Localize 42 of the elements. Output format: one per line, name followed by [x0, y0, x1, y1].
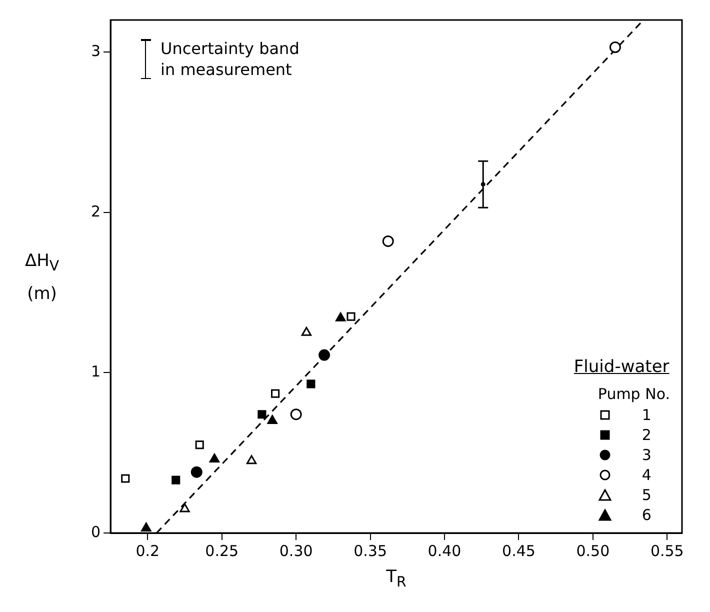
point — [246, 455, 257, 464]
point — [318, 349, 330, 361]
y-axis-title: ΔH$_{V}$ (m) — [24, 250, 60, 306]
x-tick-label: 0.40 — [428, 542, 462, 560]
point — [301, 326, 312, 336]
y-tick-label: 1 — [90, 362, 101, 381]
legend-label: 3 — [642, 446, 652, 464]
legend-label: 4 — [642, 466, 652, 484]
x-tick-label: 0.30 — [279, 542, 313, 560]
annotation: Pump No. — [598, 385, 670, 403]
point — [382, 235, 394, 247]
point — [306, 380, 316, 388]
legend-title: Fluid-water — [574, 357, 670, 377]
x-tick-label: 0.45 — [502, 542, 536, 560]
point — [172, 476, 180, 484]
point — [336, 312, 346, 322]
point — [180, 503, 190, 512]
point — [190, 466, 202, 478]
x-tick-label: 0.25 — [205, 542, 239, 560]
point — [267, 415, 278, 424]
x-axis-title: T$_{R}$ — [385, 567, 408, 590]
y-tick-label: 0 — [90, 522, 101, 541]
point — [609, 42, 621, 54]
point — [141, 522, 152, 532]
annotation: Uncertainty band in measurement — [160, 38, 300, 80]
point — [209, 454, 220, 463]
x-tick-label: 0.2 — [136, 542, 160, 560]
y-tick-label: 2 — [90, 202, 101, 220]
legend-label: 2 — [642, 426, 652, 444]
legend-label: 5 — [642, 486, 652, 504]
point — [258, 410, 266, 419]
x-tick-label: 0.50 — [576, 542, 610, 560]
point — [346, 312, 356, 321]
point — [290, 408, 302, 420]
legend-label: 1 — [642, 406, 652, 424]
point — [271, 389, 280, 398]
point — [195, 440, 204, 450]
point — [121, 474, 130, 483]
x-tick-label: 0.55 — [650, 542, 684, 560]
legend-label: 6 — [642, 506, 652, 524]
x-tick-label: 0.35 — [354, 542, 387, 560]
y-tick-label: 3 — [90, 42, 101, 60]
